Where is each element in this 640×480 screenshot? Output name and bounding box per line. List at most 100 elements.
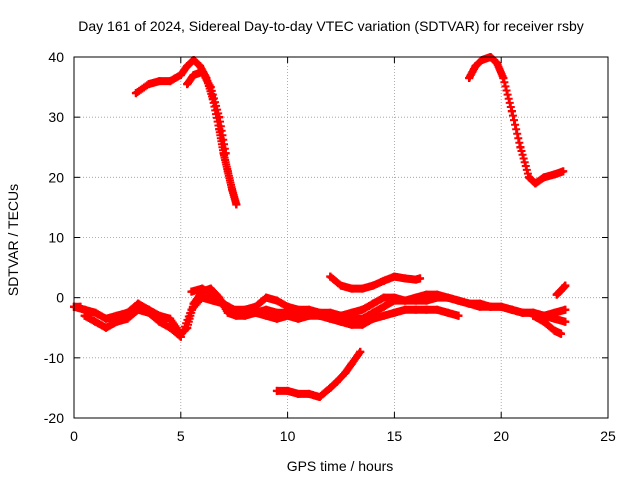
data-point (411, 293, 420, 302)
data-point (379, 302, 388, 311)
data-point (283, 302, 292, 311)
data-point (208, 290, 217, 299)
data-point (134, 305, 143, 314)
data-point (369, 314, 378, 323)
data-point (518, 308, 527, 317)
data-point (507, 305, 516, 314)
data-point (557, 286, 566, 295)
data-point (326, 308, 335, 317)
data-point (454, 311, 463, 320)
data-point (315, 392, 324, 401)
x-tick-label: 10 (280, 428, 296, 444)
data-point (390, 272, 399, 281)
series-arc-mid-upper (326, 272, 425, 293)
data-point (539, 317, 548, 326)
data-point (102, 323, 111, 332)
data-point (443, 308, 452, 317)
data-point (347, 359, 356, 368)
data-point (379, 276, 388, 285)
data-point (347, 284, 356, 293)
data-point (401, 305, 410, 314)
series-markers (465, 53, 568, 188)
data-point (524, 173, 533, 182)
data-point (240, 305, 249, 314)
x-axis-label: GPS time / hours (287, 458, 394, 474)
data-point (369, 281, 378, 290)
data-point (499, 74, 508, 83)
data-point (166, 323, 175, 332)
data-point (123, 314, 132, 323)
y-tick-label: -10 (44, 350, 64, 366)
data-point (390, 293, 399, 302)
data-point (401, 274, 410, 283)
data-point (131, 89, 140, 98)
data-point (315, 308, 324, 317)
data-point (337, 311, 345, 320)
y-tick-label: 0 (56, 290, 64, 306)
data-point (557, 329, 566, 338)
data-point (341, 368, 350, 377)
data-point (166, 314, 175, 323)
data-point (550, 326, 559, 335)
data-point (228, 185, 237, 194)
data-point (433, 305, 442, 314)
data-point (550, 170, 559, 179)
data-point (272, 314, 281, 323)
series-arc-low (272, 347, 365, 401)
series-segment-right-up (552, 281, 570, 299)
data-point (332, 377, 341, 386)
data-point (283, 311, 292, 320)
data-point (379, 293, 388, 302)
data-point (196, 62, 205, 71)
data-point (369, 299, 378, 308)
x-tick-label: 5 (177, 428, 185, 444)
y-tick-label: 40 (48, 49, 64, 65)
y-tick-label: 20 (48, 169, 64, 185)
data-point (102, 314, 111, 323)
data-point (76, 302, 85, 311)
data-point (155, 77, 164, 86)
data-point (379, 311, 388, 320)
data-point (411, 275, 420, 284)
data-point (294, 314, 303, 323)
series-arc-early-high (131, 56, 241, 209)
data-point (230, 305, 239, 314)
data-point (198, 68, 207, 77)
data-point (80, 311, 89, 320)
data-point (198, 284, 207, 293)
data-point (176, 332, 185, 341)
data-point (262, 311, 271, 320)
y-tick-label: -20 (44, 410, 64, 426)
data-point (422, 305, 431, 314)
series-arc-late-high (465, 53, 568, 188)
data-point (443, 293, 452, 302)
data-point (486, 302, 495, 311)
data-point (433, 290, 442, 299)
data-point (390, 308, 399, 317)
data-point (356, 347, 365, 356)
data-point (516, 143, 525, 152)
data-point (347, 320, 356, 329)
data-point (144, 308, 153, 317)
data-point (283, 386, 292, 395)
data-point (91, 317, 100, 326)
data-point (422, 290, 431, 299)
data-point (294, 389, 303, 398)
y-axis-label: SDTVAR / TECUs (5, 184, 21, 296)
data-point (176, 71, 185, 80)
data-point (221, 149, 230, 158)
data-point (550, 308, 559, 317)
data-point (215, 113, 224, 122)
data-point (561, 281, 570, 290)
data-layer (70, 53, 570, 401)
data-point (144, 80, 153, 89)
data-point (223, 167, 232, 176)
data-point (232, 200, 241, 209)
data-point (465, 299, 474, 308)
data-point (561, 317, 570, 326)
data-point (358, 305, 367, 314)
data-point (454, 296, 463, 305)
series-markers (131, 56, 241, 209)
data-point (262, 293, 271, 302)
data-point (559, 167, 568, 176)
